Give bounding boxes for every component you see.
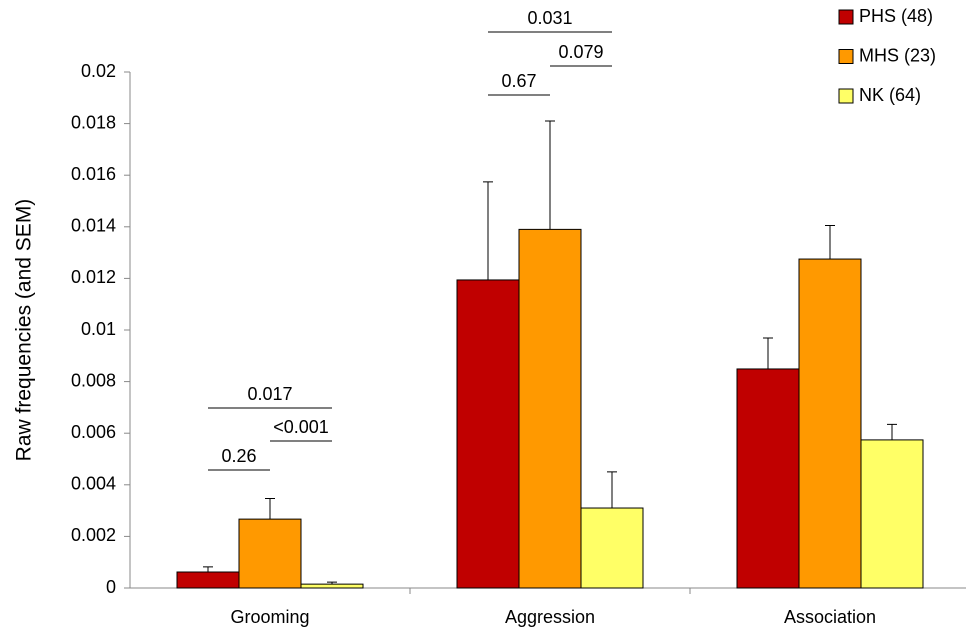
bar	[238, 518, 302, 589]
bar	[300, 583, 364, 589]
legend-swatch	[838, 88, 854, 104]
legend-swatch	[838, 9, 854, 25]
y-tick-label: 0.01	[81, 319, 116, 339]
significance-label: 0.079	[558, 42, 603, 62]
y-tick-label: 0.004	[71, 474, 116, 494]
y-axis-label: Raw frequencies (and SEM)	[13, 199, 36, 462]
bar	[456, 279, 520, 589]
significance-label: 0.031	[527, 8, 572, 28]
y-tick-label: 0.016	[71, 164, 116, 184]
y-tick-label: 0.018	[71, 112, 116, 132]
y-tick-label: 0.02	[81, 61, 116, 81]
error-bar	[545, 120, 555, 230]
significance-label: <0.001	[273, 417, 329, 437]
bar	[176, 571, 240, 589]
error-bar	[887, 423, 897, 440]
x-tick-label: Grooming	[230, 607, 309, 627]
y-tick-label: 0.012	[71, 267, 116, 287]
y-tick-label: 0	[106, 577, 116, 597]
legend-label: PHS (48)	[859, 6, 933, 26]
error-bar	[265, 497, 275, 520]
error-bar	[203, 566, 213, 573]
significance-label: 0.017	[247, 384, 292, 404]
significance-label: 0.26	[221, 446, 256, 466]
bar	[798, 258, 862, 589]
error-bar	[825, 225, 835, 260]
bar	[860, 439, 924, 589]
x-tick-label: Aggression	[505, 607, 595, 627]
bar	[736, 368, 800, 589]
legend-label: MHS (23)	[859, 45, 936, 65]
error-bar	[327, 581, 337, 585]
y-tick-label: 0.014	[71, 216, 116, 236]
error-bar	[607, 471, 617, 509]
bar	[580, 507, 644, 589]
significance-label: 0.67	[501, 71, 536, 91]
error-bar	[483, 181, 493, 280]
y-tick-label: 0.002	[71, 525, 116, 545]
error-bar	[763, 337, 773, 369]
x-tick-label: Association	[784, 607, 876, 627]
bar	[518, 228, 582, 589]
legend-swatch	[838, 49, 854, 64]
y-tick-label: 0.008	[71, 370, 116, 390]
legend-label: NK (64)	[859, 85, 921, 105]
y-tick-label: 0.006	[71, 422, 116, 442]
